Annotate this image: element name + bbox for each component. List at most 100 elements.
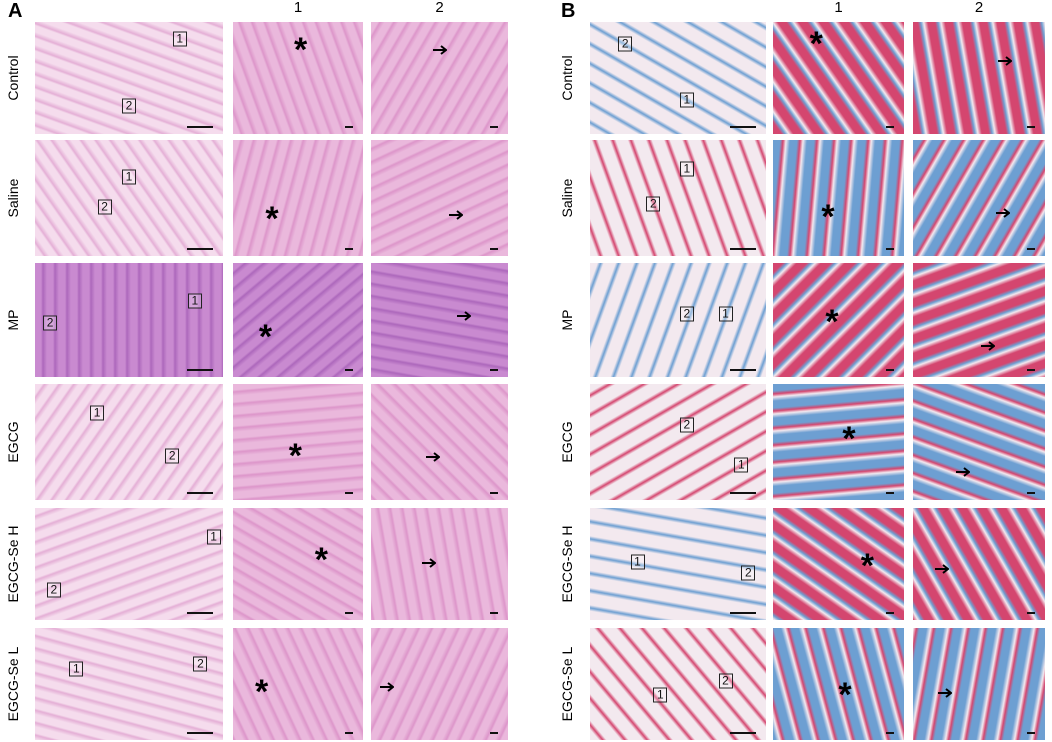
inset-box-label: 1 [679,92,694,108]
scale-bar [886,492,894,494]
micrograph [233,22,363,134]
arrow-icon [380,682,396,692]
inset-box-label: 1 [69,661,84,677]
micrograph [773,140,904,256]
arrow-icon [998,56,1013,66]
scale-bar [187,612,213,614]
scale-bar [886,369,894,371]
scale-bar [1027,248,1035,250]
asterisk: * [265,199,279,238]
micrograph [233,263,363,377]
asterisk: * [254,672,269,711]
micrograph [913,628,1045,740]
micrograph [913,384,1045,500]
inset-box-label: 1 [679,161,694,177]
column-header: 1 [293,0,303,16]
row-label: Control [5,55,21,101]
scale-bar [490,612,498,614]
arrow [421,555,437,568]
scale-bar [730,492,756,494]
asterisk: * [821,197,835,236]
micrograph [773,263,904,377]
inset-box-label: 2 [718,673,733,689]
arrow [432,42,448,55]
arrow-icon [457,311,472,321]
row-label: Saline [559,178,575,218]
inset-box-label: 2 [741,565,756,581]
inset-box-label: 2 [679,417,694,433]
scale-bar [187,369,213,371]
arrow-icon [956,466,971,477]
inset-box-label: 2 [679,306,694,322]
row-label: Saline [5,178,21,218]
micrograph [371,263,508,377]
asterisk: * [825,303,839,342]
scale-bar [345,492,353,494]
micrograph [35,22,223,134]
scale-bar [187,126,213,128]
column-header: 1 [834,0,843,16]
scale-bar [730,369,756,371]
asterisk: * [842,419,856,458]
arrow [998,53,1013,66]
arrow-icon [421,557,437,568]
micrograph [590,384,766,500]
micrograph [233,628,363,740]
scale-bar [187,732,213,734]
asterisk: * [288,436,303,475]
arrow-icon [937,687,953,698]
micrograph [913,22,1045,134]
inset-box-label: 2 [97,199,112,215]
inset-box-label: 1 [630,554,645,570]
panel-label: A [8,0,23,22]
micrograph [590,263,766,377]
micrograph [913,508,1045,620]
arrow-icon [935,564,950,575]
arrow-icon [448,210,464,220]
scale-bar [1027,612,1035,614]
row-label: MP [559,309,575,331]
asterisk: * [314,540,329,579]
micrograph [371,384,508,500]
micrograph [371,22,508,134]
scale-bar [490,369,498,371]
scale-bar [886,612,894,614]
inset-box-label: 1 [653,687,668,703]
panel-label: B [561,0,576,22]
scale-bar [187,492,213,494]
micrograph [35,508,223,620]
row-label: EGCG [559,421,575,463]
inset-box-label: 2 [46,582,61,598]
scale-bar [187,248,213,250]
column-header: 2 [974,0,984,16]
micrograph [913,140,1045,256]
row-label: EGCG-Se L [559,646,575,722]
micrograph [590,140,766,256]
arrow-icon [995,207,1011,218]
scale-bar [730,248,756,250]
micrograph [233,384,363,500]
micrograph [35,140,223,256]
micrograph [773,22,904,134]
asterisk: * [293,31,308,69]
inset-box-label: 1 [122,169,136,185]
scale-bar [345,248,353,250]
inset-box-label: 1 [734,457,749,473]
column-header: 2 [435,0,444,16]
asterisk: * [860,547,874,586]
scale-bar [886,126,894,128]
row-label: MP [5,309,21,331]
scale-bar [730,612,756,614]
micrograph [35,263,223,377]
scale-bar [490,248,498,250]
scale-bar [345,126,353,128]
row-label: EGCG-Se L [5,646,21,722]
arrow [380,679,396,692]
asterisk: * [838,676,852,715]
inset-box-label: 2 [122,98,136,114]
inset-box-label: 1 [187,293,202,309]
micrograph [233,140,363,256]
micrograph [233,508,363,620]
inset-box-label: 1 [718,306,733,322]
